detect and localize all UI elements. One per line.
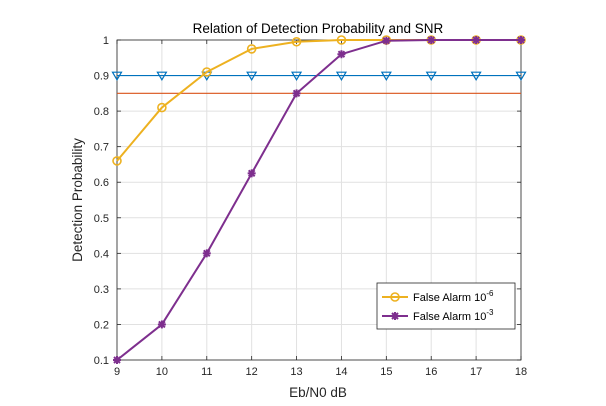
data-point <box>247 169 256 178</box>
data-point <box>112 156 122 166</box>
x-tick-label: 10 <box>156 366 168 378</box>
data-point <box>291 36 302 47</box>
legend-entry-label: False Alarm 10-6 <box>413 289 494 304</box>
legend-entry-label: False Alarm 10-3 <box>413 308 494 323</box>
data-point <box>201 67 212 77</box>
series-line-1 <box>116 39 521 361</box>
x-tick-label: 11 <box>201 366 212 378</box>
data-point <box>291 71 303 82</box>
y-tick-label: 0.3 <box>94 284 109 296</box>
y-tick-label: 1 <box>103 35 109 47</box>
legend-box <box>376 282 516 330</box>
data-point <box>292 89 301 98</box>
y-axis-title: Detection Probability <box>70 138 85 262</box>
chart-title: Relation of Detection Probability and SN… <box>193 21 444 36</box>
data-point <box>382 36 391 45</box>
data-point <box>246 44 257 54</box>
data-point <box>427 36 436 44</box>
y-tick-label: 0.5 <box>94 213 109 225</box>
x-tick-label: 15 <box>380 366 392 378</box>
x-tick-label: 12 <box>246 366 258 378</box>
y-tick-label: 0.4 <box>94 248 109 260</box>
y-tick-label: 0.9 <box>94 71 109 83</box>
data-point <box>515 71 527 82</box>
x-tick-label: 16 <box>425 366 437 378</box>
data-point <box>425 71 437 82</box>
data-point <box>470 71 482 82</box>
x-tick-label: 13 <box>290 366 302 378</box>
data-point <box>380 71 392 82</box>
y-tick-label: 0.1 <box>94 355 109 367</box>
data-point <box>517 36 525 44</box>
legend-swatch-marker <box>390 292 400 302</box>
data-point <box>337 50 346 59</box>
legend-entry-base: False Alarm 10 <box>413 311 486 323</box>
data-point <box>111 71 123 82</box>
y-tick-label: 0.7 <box>94 142 109 154</box>
data-point <box>202 249 211 258</box>
data-point <box>157 102 167 113</box>
data-point <box>335 71 347 82</box>
x-tick-label: 18 <box>515 366 527 378</box>
legend-entry-exponent: -6 <box>486 289 494 298</box>
data-point <box>246 71 258 82</box>
legend-entry-exponent: -3 <box>486 308 494 317</box>
data-point <box>336 35 347 45</box>
data-point <box>472 36 481 44</box>
y-tick-label: 0.8 <box>94 106 109 118</box>
x-axis-title: Eb/N0 dB <box>289 385 347 400</box>
y-tick-label: 0.2 <box>94 319 109 331</box>
x-tick-label: 9 <box>114 366 120 378</box>
y-tick-label: 0.6 <box>94 177 109 189</box>
data-point <box>157 320 166 329</box>
plot-area: 9 10 11 12 13 14 15 16 17 18 0.1 0.2 0.3 0.4 0.5 0.6 0.7… <box>94 35 527 378</box>
x-tick-label: 14 <box>335 366 347 378</box>
legend-swatch-marker <box>391 312 399 320</box>
data-point <box>113 356 121 364</box>
x-tick-label: 17 <box>470 366 482 378</box>
legend-entry-base: False Alarm 10 <box>413 292 486 304</box>
data-point <box>156 71 168 82</box>
